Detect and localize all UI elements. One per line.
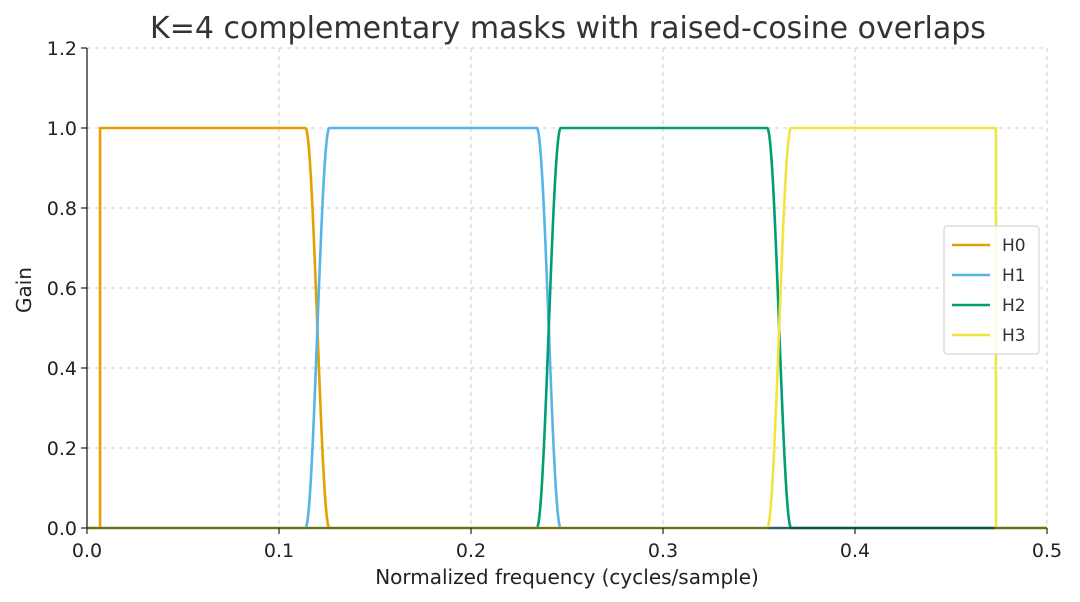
legend-label: H2 [1002, 296, 1026, 316]
legend: H0 H1 H2 H3 [943, 225, 1040, 355]
series-line-h3 [86, 126, 1048, 530]
y-tick-label: 0.8 [47, 198, 77, 220]
plot-series [86, 126, 1048, 530]
y-tick-label: 0.6 [47, 278, 77, 300]
axes: 0.0 0.1 0.2 0.3 0.4 0.5 0.0 0.2 0.4 0.6 0.8 1.0 1.2 [47, 38, 1062, 562]
legend-box [943, 225, 1040, 355]
y-tick-label: 0.0 [47, 518, 77, 540]
y-tick-label: 0.4 [47, 358, 77, 380]
series-line-h2 [86, 126, 1048, 530]
x-tick-label: 0.3 [648, 540, 678, 562]
series-line-h1 [86, 126, 1048, 530]
chart-title: K=4 complementary masks with raised-cosi… [150, 11, 986, 46]
legend-label: H0 [1002, 236, 1026, 256]
x-tick-label: 0.5 [1032, 540, 1062, 562]
legend-label: H1 [1002, 266, 1026, 286]
y-axis-label: Gain [12, 267, 36, 313]
legend-label: H3 [1002, 326, 1026, 346]
y-tick-label: 1.2 [47, 38, 77, 60]
x-axis-label: Normalized frequency (cycles/sample) [375, 565, 759, 589]
x-tick-label: 0.0 [72, 540, 102, 562]
y-tick-label: 0.2 [47, 438, 77, 460]
series-line-h0 [86, 126, 1048, 530]
x-tick-label: 0.4 [840, 540, 870, 562]
x-tick-label: 0.1 [264, 540, 294, 562]
x-tick-label: 0.2 [456, 540, 486, 562]
grid [87, 47, 1048, 528]
y-tick-label: 1.0 [47, 118, 77, 140]
